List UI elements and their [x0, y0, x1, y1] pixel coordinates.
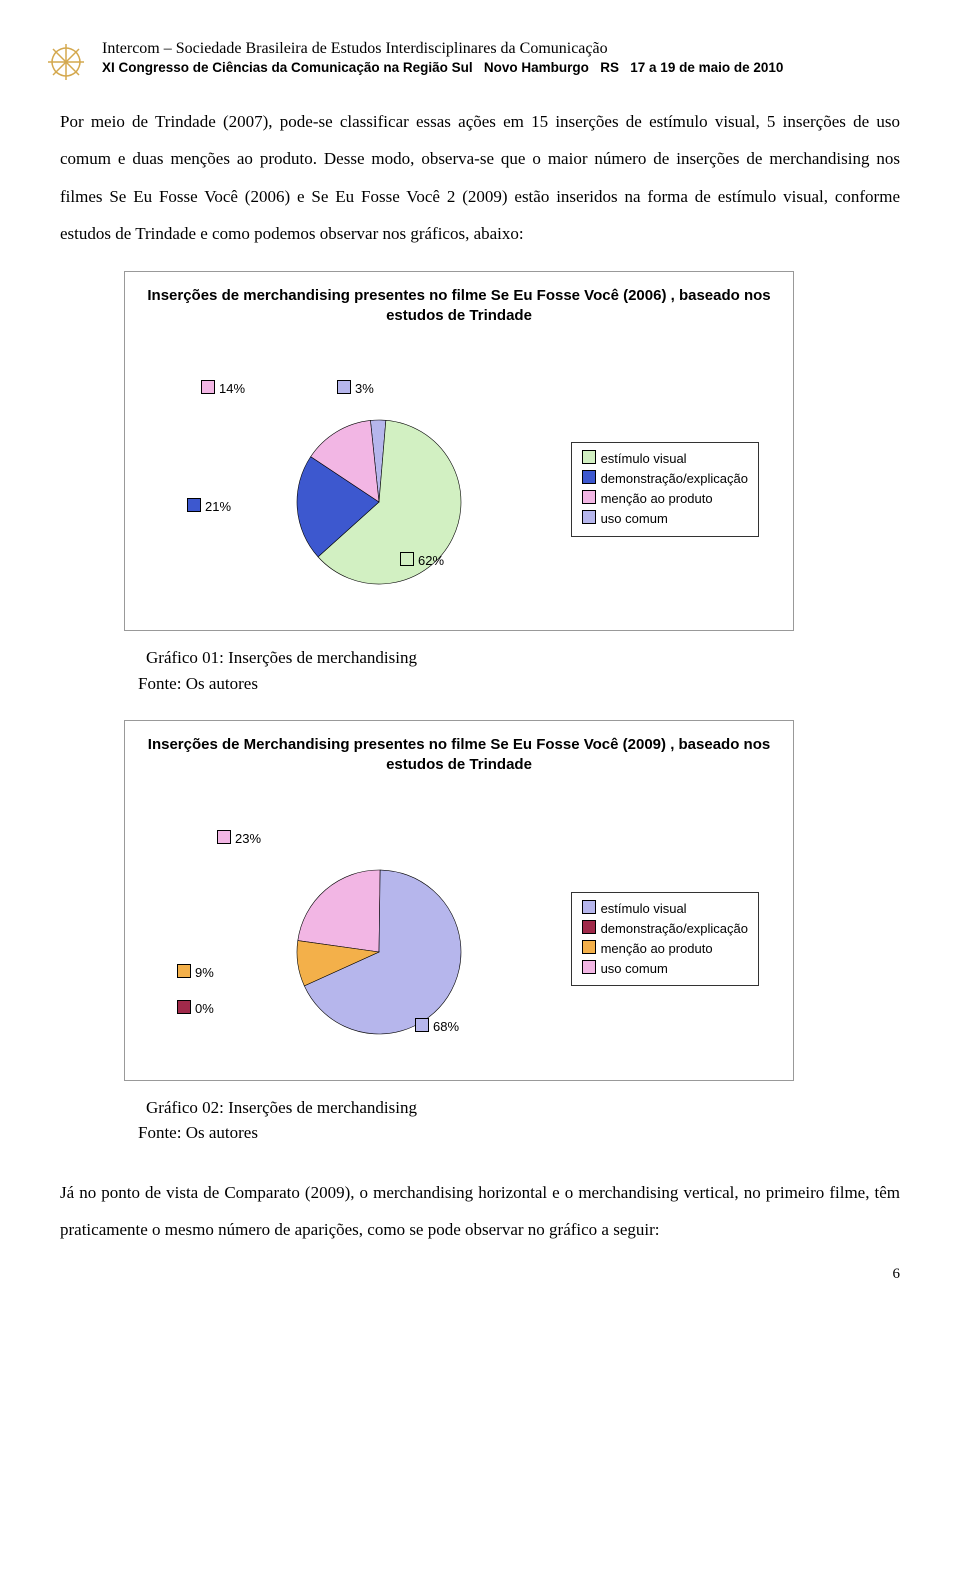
chart1-callout-14-text: 14%	[219, 381, 245, 396]
swatch	[415, 1018, 429, 1032]
chart1-callout-21: 21%	[187, 498, 231, 514]
page: Intercom – Sociedade Brasileira de Estud…	[0, 0, 960, 1343]
chart1-legend: estímulo visual demonstração/explicação …	[571, 442, 759, 537]
header-line2: XI Congresso de Ciências da Comunicação …	[102, 60, 900, 75]
legend-row: estímulo visual	[582, 449, 748, 469]
dash-icon	[593, 60, 597, 75]
dash-icon	[623, 60, 627, 75]
header-congress: XI Congresso de Ciências da Comunicação …	[102, 60, 473, 75]
legend-text: uso comum	[601, 511, 668, 526]
chart2-callout-0: 0%	[177, 1000, 214, 1016]
chart1-source: Fonte: Os autores	[138, 671, 900, 697]
legend-text: estímulo visual	[601, 451, 687, 466]
swatch	[337, 380, 351, 394]
legend-row: estímulo visual	[582, 899, 748, 919]
legend-row: uso comum	[582, 509, 748, 529]
swatch	[582, 490, 596, 504]
chart1-body: 14% 3% 21% 62% estímulo visual demonstra…	[139, 352, 779, 612]
paragraph-1: Por meio de Trindade (2007), pode-se cla…	[60, 103, 900, 253]
header-text-block: Intercom – Sociedade Brasileira de Estud…	[60, 40, 900, 75]
header-dates: 17 a 19 de maio de 2010	[630, 60, 783, 75]
chart2-callout-9: 9%	[177, 964, 214, 980]
chart2-callout-9-text: 9%	[195, 965, 214, 980]
swatch	[582, 900, 596, 914]
legend-row: uso comum	[582, 959, 748, 979]
swatch	[177, 1000, 191, 1014]
chart2-callout-0-text: 0%	[195, 1001, 214, 1016]
swatch	[217, 830, 231, 844]
chart2-caption: Gráfico 02: Inserções de merchandising	[146, 1098, 417, 1117]
legend-text: demonstração/explicação	[601, 921, 748, 936]
header-state: RS	[600, 60, 619, 75]
page-number: 6	[60, 1266, 900, 1283]
chart2-callout-68: 68%	[415, 1018, 459, 1034]
chart1-callout-3: 3%	[337, 380, 374, 396]
swatch	[582, 960, 596, 974]
swatch	[582, 940, 596, 954]
chart2-callout-68-text: 68%	[433, 1019, 459, 1034]
chart2-callout-23: 23%	[217, 830, 261, 846]
chart1-callout-62-text: 62%	[418, 553, 444, 568]
intercom-logo-icon	[48, 44, 84, 85]
swatch	[201, 380, 215, 394]
swatch	[582, 470, 596, 484]
header-city: Novo Hamburgo	[484, 60, 589, 75]
chart2-caption-block: Gráfico 02: Inserções de merchandising F…	[146, 1095, 900, 1146]
chart2-legend: estímulo visual demonstração/explicação …	[571, 892, 759, 987]
chart1-pie	[289, 412, 469, 597]
swatch	[187, 498, 201, 512]
chart1-caption: Gráfico 01: Inserções de merchandising	[146, 648, 417, 667]
chart2-body: 23% 9% 0% 68% estímulo visual demonstraç…	[139, 802, 779, 1062]
legend-text: estímulo visual	[601, 901, 687, 916]
body-text: Por meio de Trindade (2007), pode-se cla…	[60, 103, 900, 253]
chart1-callout-21-text: 21%	[205, 499, 231, 514]
legend-row: menção ao produto	[582, 489, 748, 509]
chart1-callout-3-text: 3%	[355, 381, 374, 396]
chart2-callout-23-text: 23%	[235, 831, 261, 846]
legend-text: menção ao produto	[601, 941, 713, 956]
swatch	[400, 552, 414, 566]
body-text-2: Já no ponto de vista de Comparato (2009)…	[60, 1174, 900, 1249]
dash-icon	[476, 60, 480, 75]
legend-text: uso comum	[601, 961, 668, 976]
page-header: Intercom – Sociedade Brasileira de Estud…	[60, 40, 900, 75]
swatch	[582, 510, 596, 524]
chart1-callout-62: 62%	[400, 552, 444, 568]
paragraph-2: Já no ponto de vista de Comparato (2009)…	[60, 1174, 900, 1249]
legend-row: demonstração/explicação	[582, 919, 748, 939]
chart1-title: Inserções de merchandising presentes no …	[139, 286, 779, 327]
header-line1: Intercom – Sociedade Brasileira de Estud…	[102, 40, 900, 58]
swatch	[582, 450, 596, 464]
legend-row: menção ao produto	[582, 939, 748, 959]
chart2-source: Fonte: Os autores	[138, 1120, 900, 1146]
legend-text: demonstração/explicação	[601, 471, 748, 486]
chart2-box: Inserções de Merchandising presentes no …	[124, 720, 794, 1081]
chart1-caption-block: Gráfico 01: Inserções de merchandising F…	[146, 645, 900, 696]
chart1-callout-14: 14%	[201, 380, 245, 396]
swatch	[177, 964, 191, 978]
chart2-title: Inserções de Merchandising presentes no …	[139, 735, 779, 776]
chart1-box: Inserções de merchandising presentes no …	[124, 271, 794, 632]
swatch	[582, 920, 596, 934]
legend-text: menção ao produto	[601, 491, 713, 506]
legend-row: demonstração/explicação	[582, 469, 748, 489]
